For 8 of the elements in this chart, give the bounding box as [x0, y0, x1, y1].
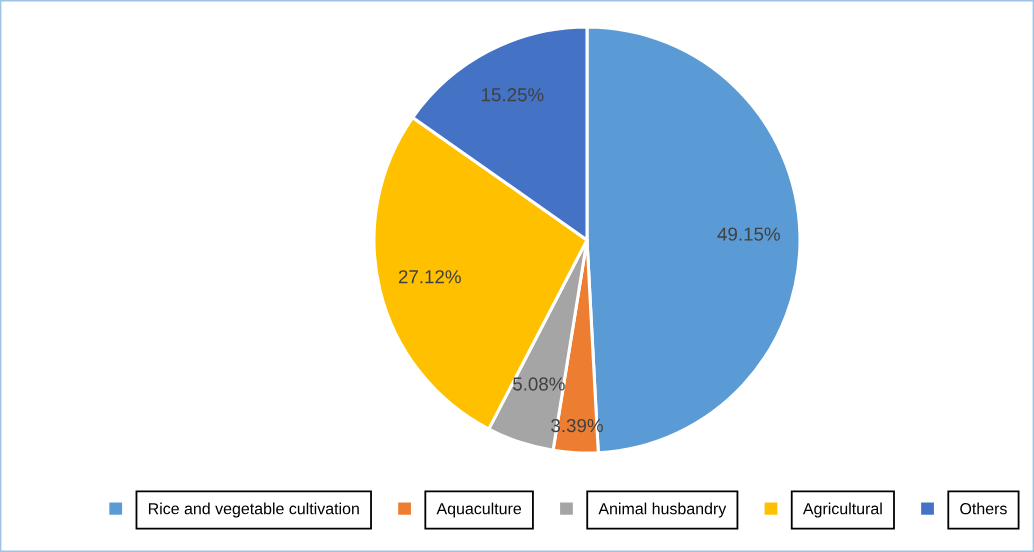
legend-label: Others — [960, 502, 1007, 515]
data-label: 15.25% — [482, 88, 544, 102]
legend-label: Rice and vegetable cultivation — [148, 502, 359, 518]
data-label: 27.12% — [398, 270, 461, 284]
data-label: 49.15% — [717, 227, 780, 241]
legend-label: Aquaculture — [436, 502, 522, 518]
legend-label: Agricultural — [802, 502, 882, 518]
legend-label: Animal husbandry — [598, 502, 727, 518]
